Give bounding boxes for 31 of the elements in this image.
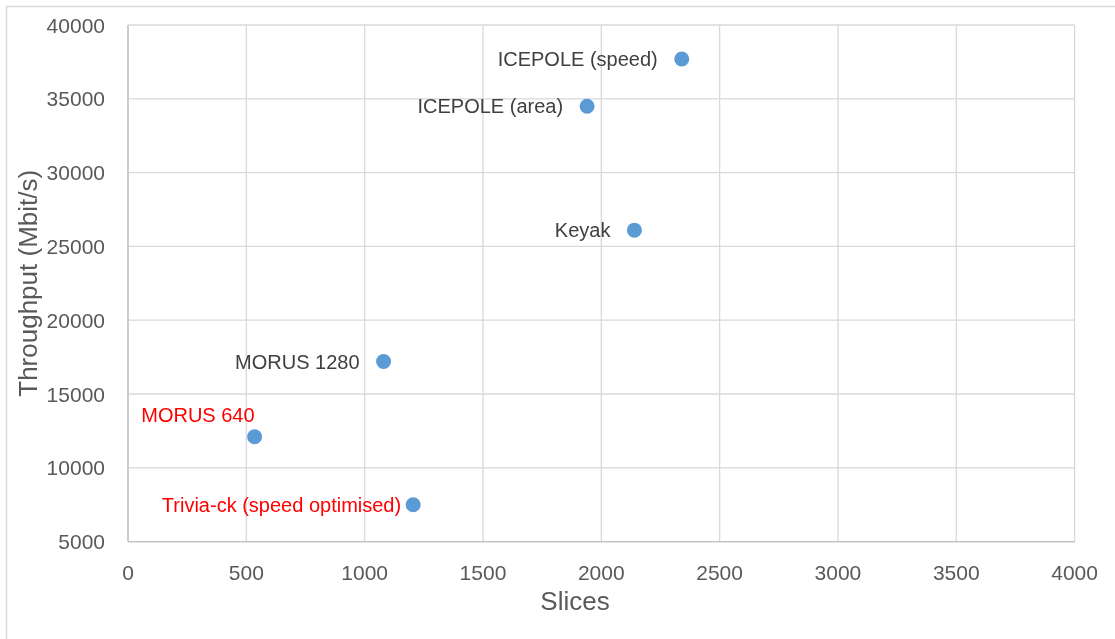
x-tick-label: 4000 (1051, 561, 1098, 584)
y-tick-label: 20000 (46, 308, 105, 332)
y-tick-label: 30000 (46, 161, 105, 185)
y-tick-label: 15000 (46, 382, 105, 406)
point (376, 354, 392, 370)
x-tick-label: 2500 (696, 561, 743, 584)
point (579, 98, 595, 114)
y-tick-label: 10000 (46, 456, 105, 480)
point (626, 222, 642, 238)
y-tick-label: 40000 (46, 13, 105, 37)
x-tick-label: 3000 (814, 561, 862, 584)
annotation: MORUS 1280 (235, 350, 360, 373)
point (247, 429, 263, 445)
x-tick-label: 1500 (459, 561, 507, 584)
annotation: ICEPOLE (speed) (497, 47, 658, 70)
x-axis-title: Slices (540, 586, 610, 616)
point (674, 51, 690, 67)
x-tick-label: 0 (122, 561, 134, 584)
annotation: Trivia-ck (speed optimised) (161, 493, 402, 516)
point (405, 497, 421, 513)
y-tick-label: 5000 (58, 530, 105, 554)
x-tick-label: 2000 (577, 561, 625, 584)
x-tick-label: 1000 (341, 561, 389, 584)
annotation: Keyak (554, 219, 612, 242)
annotation: MORUS 640 (141, 403, 255, 426)
y-tick-label: 25000 (46, 234, 105, 258)
x-tick-label: 500 (228, 561, 264, 584)
y-axis-title: Throughput (Mbit/s) (13, 169, 43, 397)
x-tick-label: 3500 (932, 561, 980, 584)
y-tick-label: 35000 (46, 87, 105, 111)
annotation: ICEPOLE (area) (417, 95, 564, 118)
